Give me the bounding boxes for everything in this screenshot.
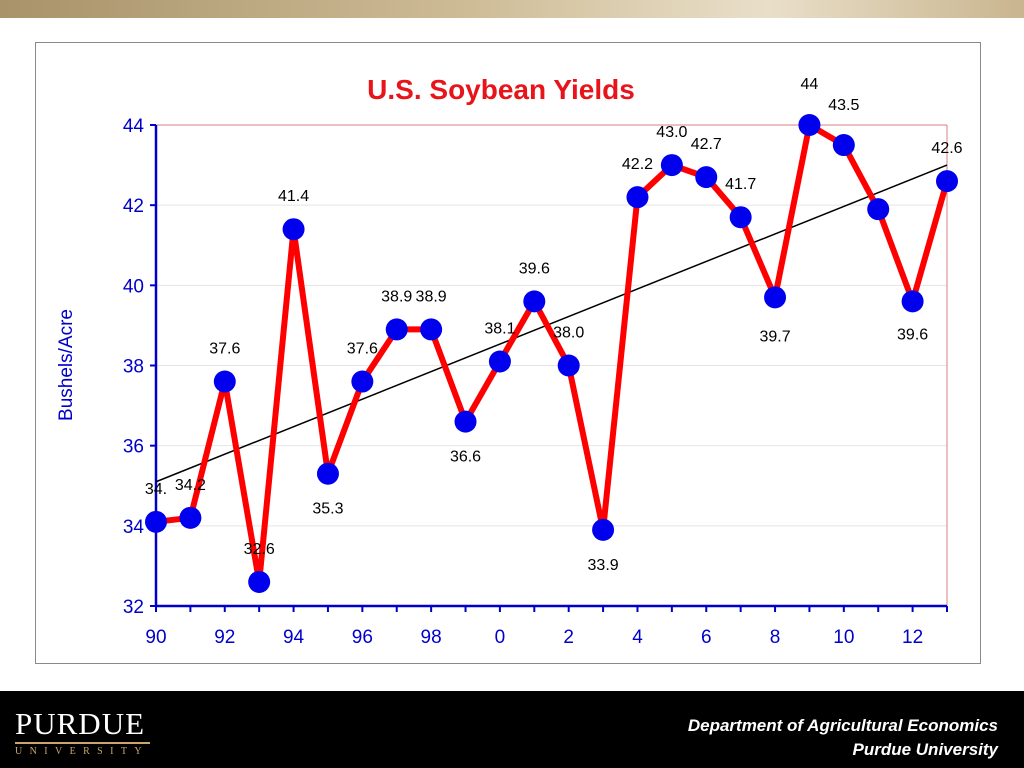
trendline-layer bbox=[155, 164, 948, 483]
y-tick-label: 34 bbox=[123, 517, 145, 538]
data-label: 43.5 bbox=[828, 97, 859, 114]
university-name: Purdue University bbox=[852, 740, 999, 759]
data-label: 41.4 bbox=[278, 188, 309, 205]
data-point bbox=[764, 286, 787, 309]
data-label: 41.7 bbox=[725, 176, 756, 193]
data-point bbox=[282, 218, 305, 241]
department-name: Department of Agricultural Economics bbox=[687, 716, 998, 735]
data-label: 36.6 bbox=[450, 449, 481, 466]
y-tick-label: 42 bbox=[123, 196, 144, 217]
data-point bbox=[936, 170, 958, 193]
axes: 32 34 36 38 40 42 44 90 92 94 96 98 0 2 4 6 8 10 12 bbox=[123, 116, 948, 648]
x-tick-label: 0 bbox=[495, 627, 506, 648]
data-label: 38.9 bbox=[416, 288, 447, 305]
logo-subtitle: UNIVERSITY bbox=[15, 746, 149, 757]
data-label: 37.6 bbox=[209, 341, 240, 358]
data-point bbox=[248, 570, 271, 593]
data-point bbox=[901, 290, 924, 313]
data-point bbox=[660, 154, 683, 177]
data-label: 44 bbox=[801, 76, 819, 93]
data-point bbox=[316, 462, 339, 485]
data-point bbox=[488, 350, 511, 373]
footer-bar: PURDUE UNIVERSITY Department of Agricult… bbox=[0, 691, 1024, 768]
series-layer bbox=[145, 114, 958, 593]
x-tick-label: 94 bbox=[283, 627, 305, 648]
data-label-layer: 34. 34.2 37.6 32.6 41.4 35.3 37.6 38.9 38.9 36.6 3… bbox=[145, 76, 963, 574]
data-label: 33.9 bbox=[588, 557, 619, 574]
x-tick-label: 96 bbox=[352, 627, 373, 648]
x-tick-label: 90 bbox=[145, 627, 166, 648]
x-tick-label: 98 bbox=[421, 627, 442, 648]
data-point bbox=[385, 318, 408, 341]
purdue-logo: PURDUE UNIVERSITY bbox=[15, 708, 150, 758]
data-label: 35.3 bbox=[312, 501, 343, 518]
data-point bbox=[454, 410, 477, 433]
x-tick-label: 8 bbox=[770, 627, 781, 648]
data-point bbox=[729, 206, 752, 229]
x-tick-label: 12 bbox=[902, 627, 923, 648]
data-label: 34.2 bbox=[175, 477, 206, 494]
data-label: 32.6 bbox=[244, 541, 275, 558]
data-point bbox=[695, 166, 718, 189]
data-point bbox=[592, 518, 615, 541]
data-point bbox=[179, 506, 202, 529]
data-label: 38.0 bbox=[553, 325, 584, 342]
data-point bbox=[213, 370, 236, 393]
data-label: 42.7 bbox=[691, 136, 722, 153]
data-point bbox=[145, 510, 167, 533]
data-point bbox=[557, 354, 580, 377]
data-point bbox=[523, 290, 546, 313]
data-label: 39.6 bbox=[897, 326, 928, 343]
top-decorative-band bbox=[0, 0, 1024, 18]
department-credit: Department of Agricultural Economics Pur… bbox=[688, 714, 998, 762]
yield-series-line bbox=[153, 122, 950, 585]
logo-rule bbox=[15, 742, 150, 744]
data-label: 34. bbox=[145, 481, 167, 498]
y-axis-label: Bushels/Acre bbox=[56, 309, 77, 421]
data-label: 39.6 bbox=[519, 260, 550, 277]
data-point bbox=[626, 186, 649, 209]
x-tick-label: 10 bbox=[833, 627, 854, 648]
y-tick-label: 36 bbox=[123, 437, 144, 458]
y-tick-label: 32 bbox=[123, 597, 144, 618]
x-tick-label: 92 bbox=[214, 627, 235, 648]
data-label: 37.6 bbox=[347, 341, 378, 358]
data-point bbox=[351, 370, 374, 393]
x-tick-label: 6 bbox=[701, 627, 712, 648]
data-label: 42.6 bbox=[931, 140, 962, 157]
data-point bbox=[798, 114, 821, 136]
logo-wordmark: PURDUE bbox=[15, 706, 146, 741]
trendline bbox=[155, 164, 948, 483]
data-label: 38.9 bbox=[381, 288, 412, 305]
data-label: 43.0 bbox=[656, 124, 687, 141]
data-point bbox=[420, 318, 443, 341]
y-tick-label: 44 bbox=[123, 116, 145, 137]
x-tick-label: 2 bbox=[563, 627, 574, 648]
chart-frame: 32 34 36 38 40 42 44 90 92 94 96 98 0 2 4 6 8 10 12 34. 34.… bbox=[35, 42, 981, 664]
data-point bbox=[832, 134, 855, 157]
y-tick-label: 40 bbox=[123, 276, 144, 297]
data-point bbox=[867, 198, 890, 221]
data-label: 42.2 bbox=[622, 156, 653, 173]
data-label: 39.7 bbox=[759, 328, 790, 345]
chart-title: U.S. Soybean Yields bbox=[367, 74, 635, 105]
y-tick-label: 38 bbox=[123, 357, 144, 378]
x-tick-label: 4 bbox=[632, 627, 643, 648]
data-label: 38.1 bbox=[484, 320, 515, 337]
grid-layer bbox=[156, 124, 948, 606]
